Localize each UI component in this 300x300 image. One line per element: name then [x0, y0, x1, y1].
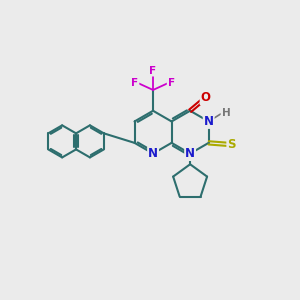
Text: S: S: [227, 138, 236, 151]
Text: F: F: [149, 66, 157, 76]
Text: H: H: [221, 108, 230, 118]
Text: O: O: [201, 91, 211, 104]
Text: N: N: [185, 147, 195, 160]
Text: N: N: [148, 147, 158, 160]
Text: F: F: [168, 78, 175, 88]
Text: F: F: [131, 78, 139, 88]
Text: N: N: [204, 115, 214, 128]
